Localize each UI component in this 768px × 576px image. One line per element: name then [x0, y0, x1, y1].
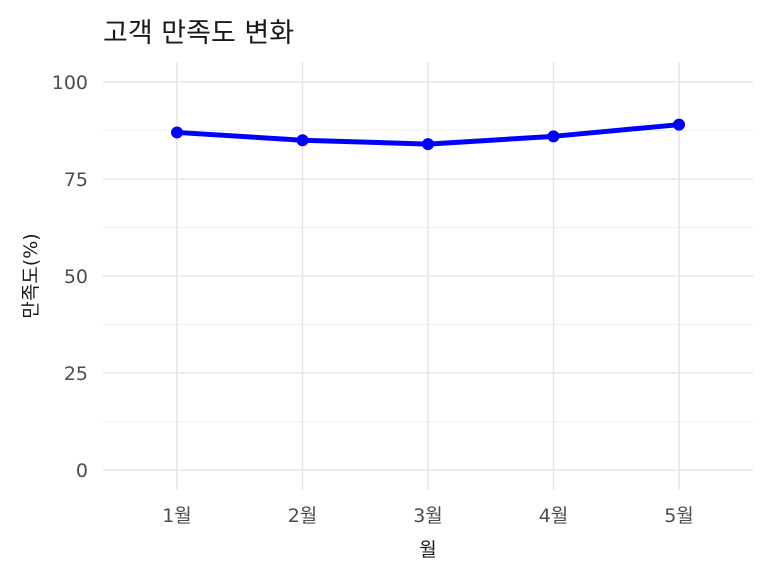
- data-point: [422, 138, 434, 151]
- x-axis-ticks: 1월 2월 3월 4월 5월: [162, 505, 694, 527]
- x-axis-label: 월: [419, 539, 436, 561]
- x-tick-label: 1월: [162, 505, 192, 527]
- x-tick-label: 5월: [664, 505, 694, 527]
- x-tick-label: 4월: [539, 505, 569, 527]
- y-tick-label: 75: [64, 169, 88, 191]
- x-tick-label: 3월: [413, 505, 443, 527]
- data-point: [296, 134, 309, 147]
- y-tick-label: 100: [52, 72, 88, 94]
- y-axis-ticks: 0 25 50 75 100: [52, 72, 88, 482]
- data-point: [673, 118, 685, 131]
- x-tick-label: 2월: [288, 505, 318, 527]
- data-point: [547, 130, 560, 143]
- chart-title: 고객 만족도 변화: [103, 18, 294, 49]
- data-point: [171, 126, 183, 139]
- y-axis-label: 만족도(%): [20, 233, 42, 318]
- y-tick-label: 0: [76, 460, 88, 482]
- grid: [103, 62, 753, 490]
- y-tick-label: 50: [64, 266, 88, 288]
- y-tick-label: 25: [64, 363, 88, 385]
- series-line: [171, 118, 685, 151]
